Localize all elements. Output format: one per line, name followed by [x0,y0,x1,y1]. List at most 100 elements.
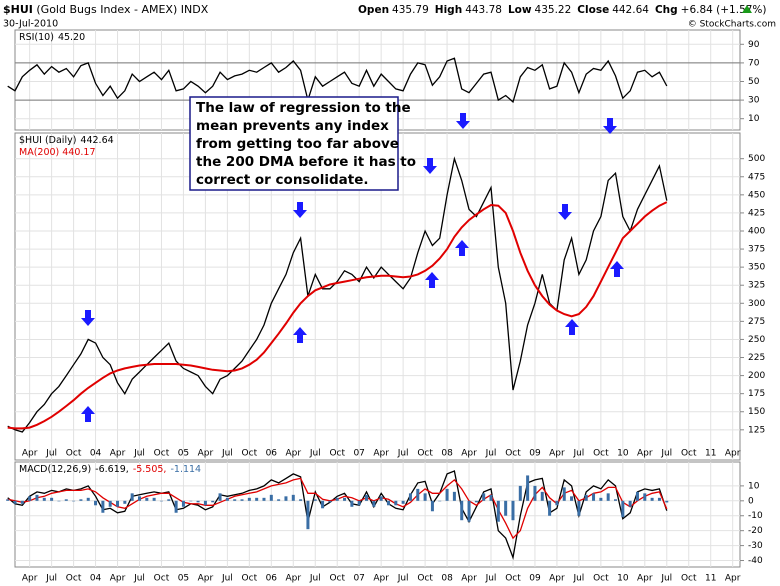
histogram-bar [13,500,17,504]
histogram-bar [430,500,434,512]
histogram-bar [181,500,185,507]
histogram-bar [365,494,369,501]
y-tick-label: 300 [748,299,765,309]
histogram-bar [57,500,61,502]
x-tick-label: Apr [110,449,126,459]
y-tick-label: -10 [748,511,763,521]
x-tick-label: 04 [90,574,102,584]
series-line [7,201,668,430]
y-tick-label: -30 [748,541,763,551]
histogram-bar [64,499,68,501]
x-tick-label: 11 [705,449,716,459]
legend-name: RSI(10) [19,32,54,43]
y-tick-label: -40 [748,556,763,566]
x-tick-label: Apr [725,574,741,584]
y-tick-label: 500 [748,154,765,164]
histogram-bar [269,494,273,501]
x-tick-label: Jul [221,449,233,459]
x-tick-label: Apr [637,449,653,459]
histogram-bar [255,497,259,501]
histogram-bar [233,499,237,501]
quote-value: 443.78 [465,4,502,16]
histogram-bar [152,497,156,501]
x-tick-label: 10 [617,574,629,584]
histogram-bar [592,493,596,501]
x-tick-label: Jul [572,449,584,459]
histogram-bar [328,500,332,503]
histogram-bar [20,500,24,504]
histogram-bar [321,500,325,509]
panel-frame [14,461,741,568]
x-tick-label: Oct [66,449,82,459]
annotation-box [189,96,399,191]
histogram-bar [291,494,295,501]
histogram-bar [606,493,610,501]
histogram-bar [218,493,222,501]
x-tick-label: Jul [133,574,145,584]
x-tick-label: Apr [110,574,126,584]
y-tick-label: 275 [748,317,765,327]
histogram-bar [628,500,632,507]
x-tick-label: Oct [66,574,82,584]
legend: RSI(10) 45.20 [19,32,85,43]
x-tick-label: Jul [397,449,409,459]
histogram-bar [438,500,442,502]
x-tick-label: 09 [529,449,541,459]
histogram-bar [386,500,390,506]
symbol: $HUI [3,3,33,16]
x-tick-label: Apr [549,449,565,459]
histogram-bar [350,500,354,507]
y-tick-label: 450 [748,190,765,200]
up-arrow [425,272,439,288]
histogram-bar [526,475,530,501]
histogram-bar [343,497,347,501]
legend-value: 442.64 [80,135,113,146]
legend-name: MACD(12,26,9) [19,464,91,475]
quote-label: Low [508,4,532,16]
x-tick-label: Apr [549,574,565,584]
histogram-bar [372,500,376,507]
histogram-bar [116,500,120,507]
histogram-bar [577,500,581,516]
histogram-bar [496,500,500,522]
histogram-bar [79,499,83,501]
histogram-bar [357,500,361,506]
x-tick-label: Jul [309,574,321,584]
x-tick-label: Jul [133,449,145,459]
down-arrow [423,158,437,174]
x-tick-label: Oct [329,574,345,584]
quote-label: High [435,4,462,16]
up-arrow [293,327,307,343]
x-tick-label: Jul [45,449,57,459]
quote-value: +6.84 (+1.57%) [681,4,767,16]
annotation-line: from getting too far above [196,136,399,152]
x-tick-label: Apr [198,574,214,584]
histogram-bar [379,496,383,501]
x-tick-label: Jul [221,574,233,584]
histogram-bar [277,499,281,501]
down-arrow [603,118,617,134]
series-line [7,470,668,560]
x-tick-label: Oct [593,449,609,459]
x-tick-label: Apr [22,449,38,459]
y-tick-label: 50 [748,77,760,87]
x-tick-label: 06 [266,449,278,459]
histogram-bar [423,493,427,501]
histogram-bar [665,500,669,503]
series-line [7,57,668,104]
x-tick-label: Oct [505,574,521,584]
x-tick-label: 07 [353,574,364,584]
legend-value: 440.17 [62,147,95,158]
legend-value: -6.619, [95,464,129,475]
x-tick-label: 08 [441,449,453,459]
histogram-bar [540,491,544,501]
histogram-bar [123,500,127,504]
y-tick-label: 0 [748,496,754,506]
quote-label: Chg [655,4,678,16]
legend: MA(200) 440.17 [19,147,96,158]
y-tick-label: 10 [748,481,760,491]
y-tick-label: 70 [748,58,760,68]
up-arrow [565,319,579,335]
index-name: (Gold Bugs Index - AMEX) [36,3,177,16]
